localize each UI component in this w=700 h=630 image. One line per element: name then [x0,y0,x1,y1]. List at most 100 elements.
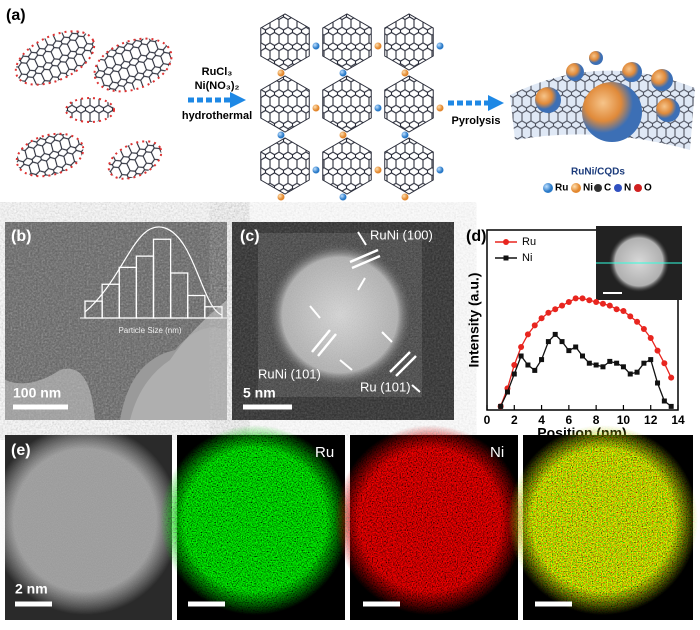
data-point [613,306,620,313]
data-point [539,357,545,363]
ion [374,166,382,174]
data-point [607,358,613,364]
reagent: RuCl₃ [202,66,233,78]
data-point [579,295,586,302]
legend-label: Ni [583,183,593,194]
data-point [661,360,668,367]
annotation: RuNi (100) [370,227,433,242]
inset-image [596,226,682,300]
ion [339,193,347,201]
x-tick-label: 6 [566,413,573,427]
data-point [627,371,633,377]
x-tick-label: 8 [593,413,600,427]
x-tick-label: 4 [538,413,545,427]
scale-bar-label: 5 nm [243,385,276,401]
data-point [531,322,538,329]
step-label: Pyrolysis [452,115,501,127]
ion [277,69,285,77]
ion [312,42,320,50]
ion [277,131,285,139]
series-line [500,333,672,407]
reagent: Ni(NO₃)₂ [195,80,240,92]
plot-frame [486,229,679,411]
data-point [545,309,552,316]
panel-b: (b) Particle Size (nm) 100 nm [5,222,227,420]
graphene-sheet [384,137,434,195]
scale-bar-label: 2 nm [15,581,48,597]
ion [339,131,347,139]
ion [436,166,444,174]
ion [339,69,347,77]
x-tick-label: 12 [644,413,658,427]
x-tick-label: 10 [617,413,631,427]
data-point [593,362,599,368]
data-point [573,344,579,350]
data-point [620,364,626,370]
ion [374,42,382,50]
legend-label: N [624,183,631,194]
panel-e: (e) Ru Ni 2 nm [5,435,693,620]
data-point [648,357,654,363]
ion [277,193,285,201]
data-point [572,295,579,302]
panel-label: (c) [240,228,260,245]
data-point [538,315,545,322]
data-point [532,367,538,373]
ion [374,104,382,112]
data-point [668,403,674,409]
data-point [559,302,566,309]
legend: Ru Ni C N O [543,183,652,194]
ion [401,193,409,201]
ion [312,166,320,174]
data-point [634,369,640,375]
graphene-sheet [384,13,434,71]
panel-a: (a) RuCl₃ Ni(NO₃)₂ hydrothermal Pyrolysi… [6,7,695,201]
data-point [580,353,585,359]
data-point [511,371,517,377]
legend-label: Ru [555,183,568,194]
panel-label: (e) [11,442,31,459]
data-point [525,362,531,368]
data-point [552,331,558,337]
panel-label: (d) [466,228,486,245]
x-tick-label: 14 [671,413,685,427]
graphene-sheet [260,75,310,133]
legend-label: Ru [522,236,536,248]
ion [401,131,409,139]
graphene-sheet [322,75,372,133]
ion [312,104,320,112]
data-point [606,302,613,309]
ion [436,42,444,50]
data-point [565,299,572,305]
graphene-sheet [322,13,372,71]
data-point [620,308,627,314]
graphene-sheet [384,75,434,133]
x-tick-label: 0 [484,413,491,427]
data-point [524,331,531,338]
graphene-grid [260,13,444,201]
annotation: Ru (101) [360,379,411,394]
data-point [634,318,641,325]
inset-histogram [80,226,227,319]
data-point [586,360,592,366]
data-point [627,313,634,320]
legend-marker [503,239,509,245]
arrowhead [230,92,246,108]
data-point [661,398,667,404]
annotation: RuNi (101) [258,366,321,381]
product-label: RuNi/CQDs [571,167,625,178]
panel-label: (a) [6,7,26,24]
ion [401,69,409,77]
data-point [586,297,593,304]
legend-marker [503,255,509,261]
data-point [545,339,551,345]
graphene-sheet [260,13,310,71]
fit-curve [84,226,223,316]
scale-bar-label: 100 nm [13,385,61,401]
series-line [500,297,672,407]
data-point [647,335,654,341]
graphene-sheet [322,137,372,195]
product-illustration [510,51,695,150]
